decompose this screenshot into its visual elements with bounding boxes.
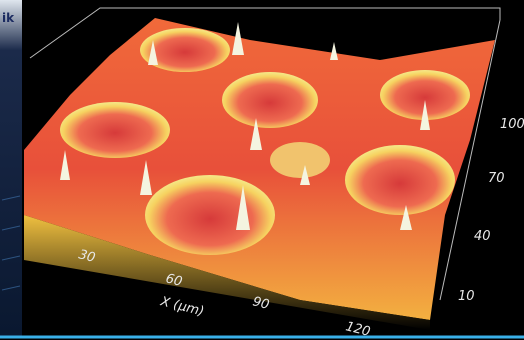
y-tick-label: 40 bbox=[474, 229, 491, 244]
left-panel-text: ik bbox=[2, 11, 15, 25]
y-tick-label: 10 bbox=[458, 289, 475, 304]
y-tick-label: 70 bbox=[488, 171, 505, 186]
screenshot: ik 306090120X (µm)104070100 bbox=[0, 0, 524, 340]
left-photo-strip bbox=[0, 0, 22, 336]
y-tick-label: 100 bbox=[500, 117, 524, 132]
